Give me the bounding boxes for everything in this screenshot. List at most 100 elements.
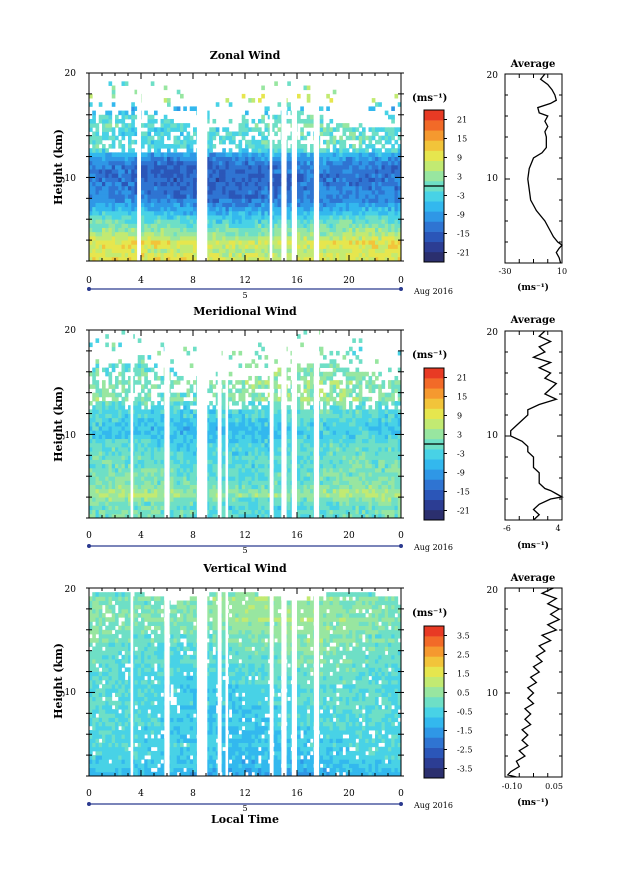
heatmap-cell [349,227,353,233]
heatmap-cell [297,463,301,469]
heatmap-cell [397,467,402,473]
heatmap-cell [352,513,356,519]
heatmap-cell [141,173,145,178]
heatmap-cell [329,235,334,241]
heatmap-cell [98,492,103,498]
heatmap-cell [121,131,126,137]
heatmap-cell [98,102,103,107]
heatmap-cell [306,442,311,448]
heatmap-cell [212,459,217,465]
heatmap-cell [108,455,113,460]
heatmap-cell [362,173,366,178]
heatmap-cell [368,484,373,490]
heatmap-cell [95,446,100,452]
heatmap-cell [310,177,314,183]
heatmap-cell [167,152,171,157]
heatmap-cell [89,102,93,107]
heatmap-cell [215,219,220,224]
heatmap-cell [95,484,100,490]
heatmap-cell [212,118,217,124]
heatmap-cell [355,248,360,254]
heatmap-cell [98,252,103,258]
heatmap-cell [394,509,399,515]
heatmap-cell [173,446,178,452]
heatmap-cell [144,173,148,178]
heatmap-cell [297,110,301,116]
heatmap-cell [183,215,187,220]
heatmap-cell [267,455,272,460]
heatmap-cell [336,173,340,178]
heatmap-cell [147,240,152,245]
heatmap-cell [248,480,252,485]
heatmap-cell [251,256,256,262]
heatmap-cell [121,202,126,208]
heatmap-cell [235,492,239,498]
heatmap-cell [193,198,197,203]
heatmap-cell [89,164,93,170]
heatmap-cell [323,131,327,137]
heatmap-cell [154,231,158,237]
heatmap-cell [349,198,353,203]
heatmap-cell [245,210,249,216]
heatmap-cell [368,488,373,494]
heatmap-cell [115,118,119,124]
heatmap-cell [92,256,96,262]
heatmap-cell [381,484,386,490]
heatmap-cell [397,231,402,237]
heatmap-cell [222,156,226,162]
heatmap-cell [111,135,116,141]
heatmap-cell [170,215,174,220]
heatmap-cell [183,256,187,262]
heatmap-cell [238,240,243,245]
heatmap-cell [319,164,324,170]
heatmap-cell [271,198,275,203]
heatmap-cell [157,467,161,473]
heatmap-cell [115,459,119,465]
heatmap-cell [297,480,301,485]
heatmap-cell [391,480,395,485]
heatmap-cell [235,181,239,187]
heatmap-cell [261,509,265,515]
heatmap-cell [170,235,174,241]
heatmap-cell [228,189,233,195]
heatmap-cell [397,505,402,511]
heatmap-cell [323,235,327,241]
day-axis-marker [399,287,403,291]
heatmap-cell [261,185,265,191]
heatmap-cell [131,102,135,107]
heatmap-cell [150,505,155,511]
heatmap-cell [336,451,340,456]
heatmap-cell [176,244,181,249]
heatmap-cell [349,488,353,494]
heatmap-cell [261,463,265,469]
heatmap-cell [326,93,330,99]
heatmap-cell [277,219,282,224]
heatmap-cell [352,144,356,149]
heatmap-cell [232,177,236,183]
heatmap-cell [141,177,145,183]
heatmap-cell [345,177,350,183]
heatmap-cell [271,123,275,128]
heatmap-cell [241,169,246,174]
heatmap-cell [209,148,213,153]
heatmap-cell [339,219,343,224]
heatmap-cell [183,501,187,506]
heatmap-cell [261,467,265,473]
heatmap-cell [235,505,239,511]
heatmap-cell [245,480,249,485]
heatmap-cell [183,169,187,174]
heatmap-cell [391,256,395,262]
heatmap-cell [180,513,184,519]
heatmap-cell [193,509,197,515]
heatmap-cell [391,492,395,498]
heatmap-cell [245,488,249,494]
heatmap-cell [349,476,353,481]
heatmap-cell [209,235,213,241]
heatmap-cell [189,513,194,519]
heatmap-cell [391,240,395,245]
heatmap-cell [176,455,181,460]
heatmap-cell [144,223,148,228]
heatmap-cell [154,484,158,490]
heatmap-cell [118,459,122,465]
heatmap-cell [150,227,155,233]
